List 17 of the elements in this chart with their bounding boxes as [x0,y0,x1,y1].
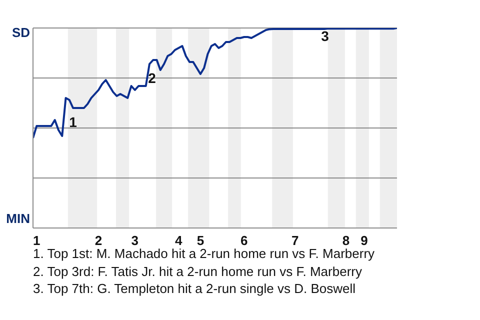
x-tick-label: 2 [94,233,102,248]
annotation: 3 [320,28,330,44]
text: MIN [5,211,30,227]
x-tick-label: 8 [342,233,350,248]
annotation: 2 [147,70,157,86]
x-tick-label: 6 [240,233,248,248]
annotation: 1 [68,114,78,130]
text: 2. Top 3rd: F. Tatis Jr. hit a 2-run home run vs F. Marberry [33,262,363,280]
text: 1. Top 1st: M. Machado hit a 2-run home run vs F. Marberry [33,246,375,262]
x-tick-label: 1 [33,233,40,248]
x-tick-label: 4 [174,233,183,248]
text: 3. Top 7th: G. Templeton hit a 2-run single vs D. Boswell [33,280,357,298]
x-tick-label: 5 [196,233,204,248]
x-tick-label: 9 [360,233,368,248]
text: SD [10,25,30,41]
x-tick-label: 7 [291,233,299,248]
x-tick-label: 3 [131,233,139,248]
